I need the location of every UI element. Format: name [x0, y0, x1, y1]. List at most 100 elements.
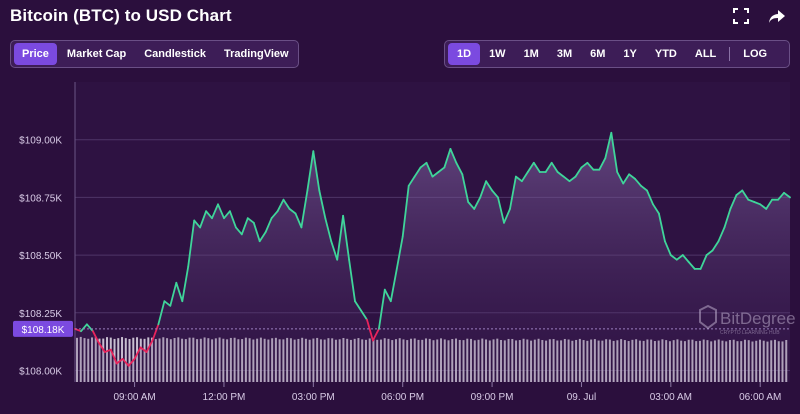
price-segment: [377, 288, 386, 330]
tab-price[interactable]: Price: [14, 43, 57, 65]
price-segment: [503, 207, 511, 224]
x-tick-label: 03:00 PM: [292, 392, 335, 403]
price-segment: [461, 173, 470, 203]
price-segment: [324, 217, 333, 243]
reference-value-label: $108.18K: [13, 320, 73, 337]
price-segment: [336, 214, 345, 261]
price-segment: [163, 300, 172, 307]
price-segment: [646, 189, 654, 206]
price-segment: [360, 309, 368, 321]
price-segment: [562, 175, 571, 183]
price-segment: [652, 203, 660, 215]
price-segment: [115, 357, 124, 365]
log-scale-toggle[interactable]: LOG: [743, 48, 768, 60]
price-segment: [580, 161, 589, 169]
price-segment: [330, 240, 339, 261]
price-segment: [139, 346, 148, 353]
price-segment: [735, 189, 744, 197]
price-segment: [455, 161, 464, 176]
price-segment: [175, 281, 184, 303]
price-segment: [717, 226, 726, 243]
price-segment: [449, 147, 458, 164]
price-segment: [574, 166, 583, 178]
price-segment: [443, 147, 452, 169]
price-segment: [240, 217, 249, 236]
price-segment: [187, 219, 196, 268]
x-tick-label: 06:00 AM: [739, 392, 781, 403]
price-segment: [270, 210, 279, 220]
price-segment: [509, 175, 517, 210]
price-segment: [640, 184, 648, 192]
range-1y[interactable]: 1Y: [623, 48, 637, 60]
price-segment: [598, 157, 607, 171]
price-segment: [228, 210, 237, 229]
price-segment: [419, 161, 428, 169]
price-segment: [389, 267, 398, 303]
price-segment: [145, 339, 154, 353]
price-segment: [497, 196, 505, 224]
price-segment: [383, 288, 392, 303]
y-tick-label: $108.75K: [19, 193, 62, 204]
range-1w[interactable]: 1W: [489, 48, 506, 60]
price-segment: [765, 198, 773, 210]
price-segment: [437, 166, 446, 173]
x-tick-label: 12:00 PM: [203, 392, 246, 403]
price-segment: [395, 235, 404, 270]
price-segment: [288, 207, 297, 215]
x-axis: 09:00 AM 12:00 PM 03:00 PM 06:00 PM 09:00 PM…: [113, 382, 781, 403]
price-segment: [300, 189, 309, 229]
price-segment: [616, 171, 625, 185]
price-segment: [711, 240, 720, 252]
range-all[interactable]: ALL: [694, 48, 717, 60]
share-icon[interactable]: [768, 7, 786, 25]
price-segment: [407, 175, 416, 187]
reference-label-box: [13, 320, 73, 337]
price-segment: [526, 161, 535, 173]
range-6m[interactable]: 6M: [590, 48, 606, 60]
price-segment: [264, 217, 273, 233]
tab-candlestick[interactable]: Candlestick: [144, 48, 206, 60]
price-segment: [729, 194, 738, 210]
x-tick-label: 06:00 PM: [381, 392, 424, 403]
price-segment: [109, 348, 118, 365]
fullscreen-icon[interactable]: [732, 7, 750, 25]
tab-market-cap[interactable]: Market Cap: [66, 48, 127, 60]
price-segment: [723, 207, 732, 229]
tab-tradingview[interactable]: TradingView: [223, 48, 289, 60]
chart-type-tabs: Price Market Cap Candlestick TradingView: [10, 40, 299, 68]
x-tick-label: 09:00 AM: [113, 392, 155, 403]
price-segment: [431, 171, 440, 178]
price-segment: [747, 198, 756, 203]
price-segment: [211, 203, 219, 220]
price-segment: [252, 221, 261, 243]
range-ytd[interactable]: YTD: [654, 48, 677, 60]
range-1d[interactable]: 1D: [448, 43, 481, 65]
price-segment: [366, 318, 374, 342]
price-segment: [306, 150, 315, 192]
price-segment: [127, 357, 136, 367]
y-tick-label: $108.50K: [19, 251, 62, 262]
x-tick-label: 09. Jul: [567, 392, 596, 403]
price-segment: [318, 189, 327, 220]
price-segment: [276, 198, 285, 213]
range-3m[interactable]: 3M: [556, 48, 573, 60]
reference-label-text: $108.18K: [22, 325, 65, 336]
price-segment: [532, 161, 541, 173]
price-segment: [783, 191, 791, 199]
price-segment: [223, 210, 231, 220]
price-segment: [669, 254, 678, 261]
price-segment: [634, 177, 642, 187]
range-1m[interactable]: 1M: [523, 48, 539, 60]
price-segment: [294, 212, 303, 229]
price-segment: [425, 161, 434, 178]
price-area-fill: [75, 132, 790, 382]
price-segment: [348, 258, 356, 303]
price-segment: [193, 219, 202, 229]
price-segment: [371, 327, 380, 342]
price-segment: [479, 180, 488, 199]
header-actions: [732, 7, 786, 25]
bitdegree-watermark: BitDegree CRYPTO LEARNING HUB: [699, 304, 796, 336]
price-segment: [181, 265, 190, 303]
price-segment: [515, 175, 523, 183]
